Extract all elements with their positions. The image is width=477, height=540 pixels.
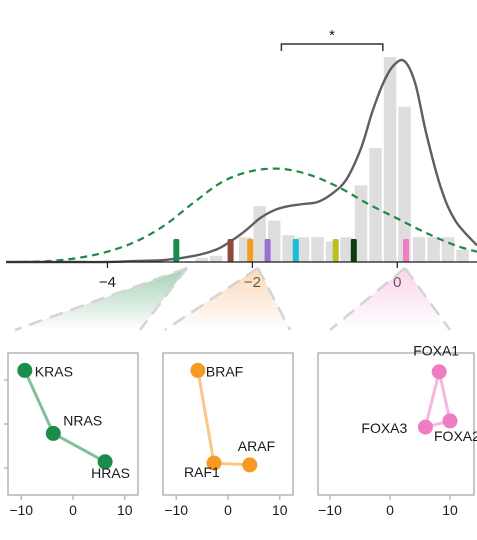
histogram-bar bbox=[195, 257, 208, 262]
gene-marker bbox=[292, 239, 299, 262]
point-label: RAF1 bbox=[184, 464, 220, 480]
point-label: KRAS bbox=[35, 363, 73, 379]
zoom-connector-line bbox=[14, 266, 188, 332]
data-point bbox=[97, 454, 113, 470]
histogram-bar bbox=[427, 237, 440, 262]
gene-marker bbox=[403, 239, 409, 262]
gene-marker bbox=[247, 239, 254, 262]
data-point bbox=[242, 457, 258, 473]
point-label: NRAS bbox=[63, 412, 102, 428]
zoom-connector-line bbox=[256, 267, 292, 331]
density-curve-solid bbox=[6, 58, 477, 264]
data-point bbox=[190, 362, 206, 378]
histogram-bar bbox=[412, 237, 426, 262]
data-point bbox=[417, 419, 433, 435]
gene-marker bbox=[350, 239, 357, 262]
point-label: FOXA2 bbox=[434, 428, 477, 444]
data-point bbox=[17, 362, 33, 378]
x-tick-label: 0 bbox=[386, 502, 394, 518]
significance-label: * bbox=[329, 27, 335, 44]
histogram-bar bbox=[354, 185, 368, 262]
gene-marker bbox=[173, 239, 180, 262]
x-tick-label: 10 bbox=[272, 502, 288, 518]
point-label: BRAF bbox=[206, 363, 243, 379]
zoom-connectors bbox=[14, 266, 452, 332]
point-label: FOXA3 bbox=[361, 420, 407, 436]
zoom-wedge bbox=[330, 268, 450, 330]
zoom-connector-line bbox=[164, 266, 259, 332]
scatter-panel-ras: −10 0 10 KRAS NRAS HRAS bbox=[4, 352, 139, 518]
zoom-connector-line bbox=[139, 267, 188, 331]
x-tick-label: −4 bbox=[99, 274, 116, 291]
data-point bbox=[431, 364, 447, 380]
point-label: ARAF bbox=[238, 438, 275, 454]
histogram-density-chart: −4−20* bbox=[6, 27, 477, 291]
scatter-panel-foxa: −10 0 10 FOXA1 FOXA2 FOXA3 bbox=[317, 343, 477, 518]
histogram-bar bbox=[369, 148, 382, 262]
histogram-bar bbox=[340, 237, 353, 262]
zoom-connector-line bbox=[403, 267, 452, 331]
scatter-panel-raf: −10 0 10 BRAF RAF1 ARAF bbox=[162, 352, 294, 518]
gene-marker bbox=[264, 239, 271, 262]
panel-connecting-line bbox=[423, 370, 452, 429]
significance-bracket bbox=[280, 43, 384, 51]
x-tick-label: −10 bbox=[318, 502, 342, 518]
zoom-wedge bbox=[165, 268, 290, 330]
data-point bbox=[206, 455, 222, 471]
histogram-bar bbox=[296, 237, 310, 262]
x-tick-label: −10 bbox=[164, 502, 188, 518]
histogram-bar bbox=[209, 255, 223, 262]
point-label: HRAS bbox=[91, 465, 130, 481]
x-tick-label: −10 bbox=[9, 502, 33, 518]
point-label: FOXA1 bbox=[413, 343, 459, 359]
histogram-bar bbox=[398, 106, 411, 263]
histogram-bar bbox=[311, 237, 324, 262]
data-point bbox=[442, 413, 458, 429]
gene-marker bbox=[227, 239, 234, 262]
x-tick-label: 10 bbox=[117, 502, 133, 518]
density-curve-dashed bbox=[20, 167, 477, 264]
x-tick-label: 0 bbox=[69, 502, 77, 518]
histogram-bar bbox=[282, 235, 295, 262]
zoom-connector-line bbox=[329, 267, 406, 331]
x-tick-label: 10 bbox=[442, 502, 458, 518]
x-tick-label: 0 bbox=[224, 502, 232, 518]
data-point bbox=[45, 425, 61, 441]
panel-frame bbox=[162, 352, 294, 496]
histogram-bar bbox=[456, 249, 469, 262]
gene-marker bbox=[332, 239, 339, 262]
histogram-bar bbox=[383, 57, 397, 262]
histogram-bar bbox=[267, 220, 281, 262]
